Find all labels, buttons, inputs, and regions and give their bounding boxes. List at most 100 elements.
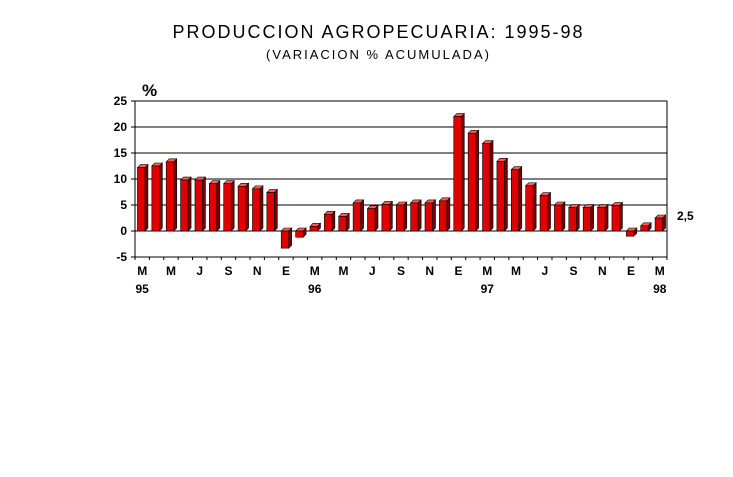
- bar-front: [180, 179, 189, 232]
- x-tick-label: N: [253, 264, 262, 278]
- bar-side: [561, 201, 566, 232]
- bar-side: [259, 185, 264, 232]
- bar-side: [288, 227, 293, 249]
- bar: [280, 227, 293, 249]
- bar: [438, 197, 451, 232]
- bar-front: [496, 161, 505, 232]
- bar-side: [173, 158, 177, 232]
- x-year-label: 96: [308, 282, 322, 296]
- bar-front: [626, 230, 635, 237]
- bar: [136, 163, 149, 232]
- bar-side: [374, 204, 379, 232]
- bar-side: [619, 201, 623, 232]
- bar-side: [389, 200, 393, 232]
- bar: [294, 227, 307, 238]
- bar-side: [245, 182, 249, 232]
- bar: [510, 165, 523, 232]
- x-tick-label: M: [310, 264, 320, 278]
- chart-subtitle: (VARIACION % ACUMULADA): [266, 47, 491, 62]
- bar-front: [410, 202, 419, 232]
- bar-front: [194, 179, 203, 232]
- bar: [194, 176, 207, 232]
- x-tick-label: J: [369, 264, 376, 278]
- y-axis-unit-label: %: [142, 81, 158, 100]
- value-annotation: 2,5: [677, 209, 694, 223]
- bar: [481, 139, 494, 232]
- bar-side: [202, 176, 206, 232]
- bar-front: [165, 161, 174, 232]
- bar-front: [338, 216, 347, 232]
- bar-side: [403, 201, 408, 232]
- bar-side: [360, 199, 364, 232]
- chart-title: PRODUCCION AGROPECUARIA: 1995-98: [172, 22, 585, 42]
- axes: [131, 100, 668, 260]
- bar-side: [274, 188, 278, 232]
- bar: [208, 179, 221, 232]
- bar-front: [223, 183, 232, 232]
- y-tick-label: 0: [120, 224, 127, 238]
- bar: [611, 201, 624, 232]
- bar: [179, 176, 192, 232]
- bar-front: [525, 185, 534, 232]
- bar-side: [547, 191, 551, 232]
- bar-side: [532, 182, 537, 232]
- bar-front: [439, 200, 448, 232]
- bar: [524, 182, 537, 232]
- bar-front: [467, 132, 476, 232]
- x-tick-label: J: [196, 264, 203, 278]
- x-tick-label: E: [627, 264, 635, 278]
- bar: [553, 201, 566, 232]
- bar: [251, 185, 264, 232]
- bar: [266, 188, 279, 232]
- bar: [467, 129, 480, 232]
- bar-side: [187, 176, 192, 232]
- x-tick-label: E: [455, 264, 463, 278]
- bar-front: [137, 167, 146, 232]
- bar: [453, 112, 465, 232]
- bar-front: [395, 204, 405, 232]
- bar: [222, 179, 235, 232]
- x-tick-label: S: [397, 264, 405, 278]
- bar-front: [640, 225, 649, 232]
- bar-side: [489, 139, 494, 232]
- bar: [309, 222, 322, 232]
- bar-side: [159, 162, 163, 232]
- x-tick-label: N: [598, 264, 607, 278]
- bar-front: [151, 165, 160, 232]
- bar: [424, 199, 437, 232]
- bar-front: [654, 217, 663, 232]
- bar-front: [381, 204, 390, 232]
- bar: [625, 227, 638, 237]
- plot-frame: [134, 100, 668, 258]
- bar-front: [252, 188, 261, 232]
- y-tick-label: 20: [114, 120, 128, 134]
- bar: [639, 222, 652, 232]
- bar: [568, 203, 581, 232]
- bar: [338, 212, 350, 232]
- bar-front: [597, 207, 606, 232]
- bar-front: [266, 192, 275, 232]
- x-year-label: 98: [653, 282, 667, 296]
- x-year-label: 97: [481, 282, 495, 296]
- bar-side: [432, 199, 436, 232]
- bar-front: [554, 204, 563, 232]
- y-tick-label: -5: [116, 250, 127, 264]
- gridlines: [135, 100, 667, 258]
- bar-side: [604, 203, 609, 232]
- x-tick-label: M: [137, 264, 147, 278]
- bar-side: [590, 203, 594, 232]
- bar-front: [568, 207, 577, 232]
- bar: [381, 200, 394, 232]
- x-tick-label: S: [224, 264, 232, 278]
- bar-front: [482, 143, 491, 232]
- bar-side: [504, 157, 508, 232]
- x-tick-label: M: [511, 264, 521, 278]
- bar-side: [446, 197, 451, 232]
- x-tick-label: E: [282, 264, 290, 278]
- y-tick-label: 25: [114, 94, 128, 108]
- y-tick-label: 15: [114, 146, 128, 160]
- bar-front: [209, 183, 218, 232]
- bar-front: [611, 205, 620, 232]
- bar-front: [309, 226, 318, 232]
